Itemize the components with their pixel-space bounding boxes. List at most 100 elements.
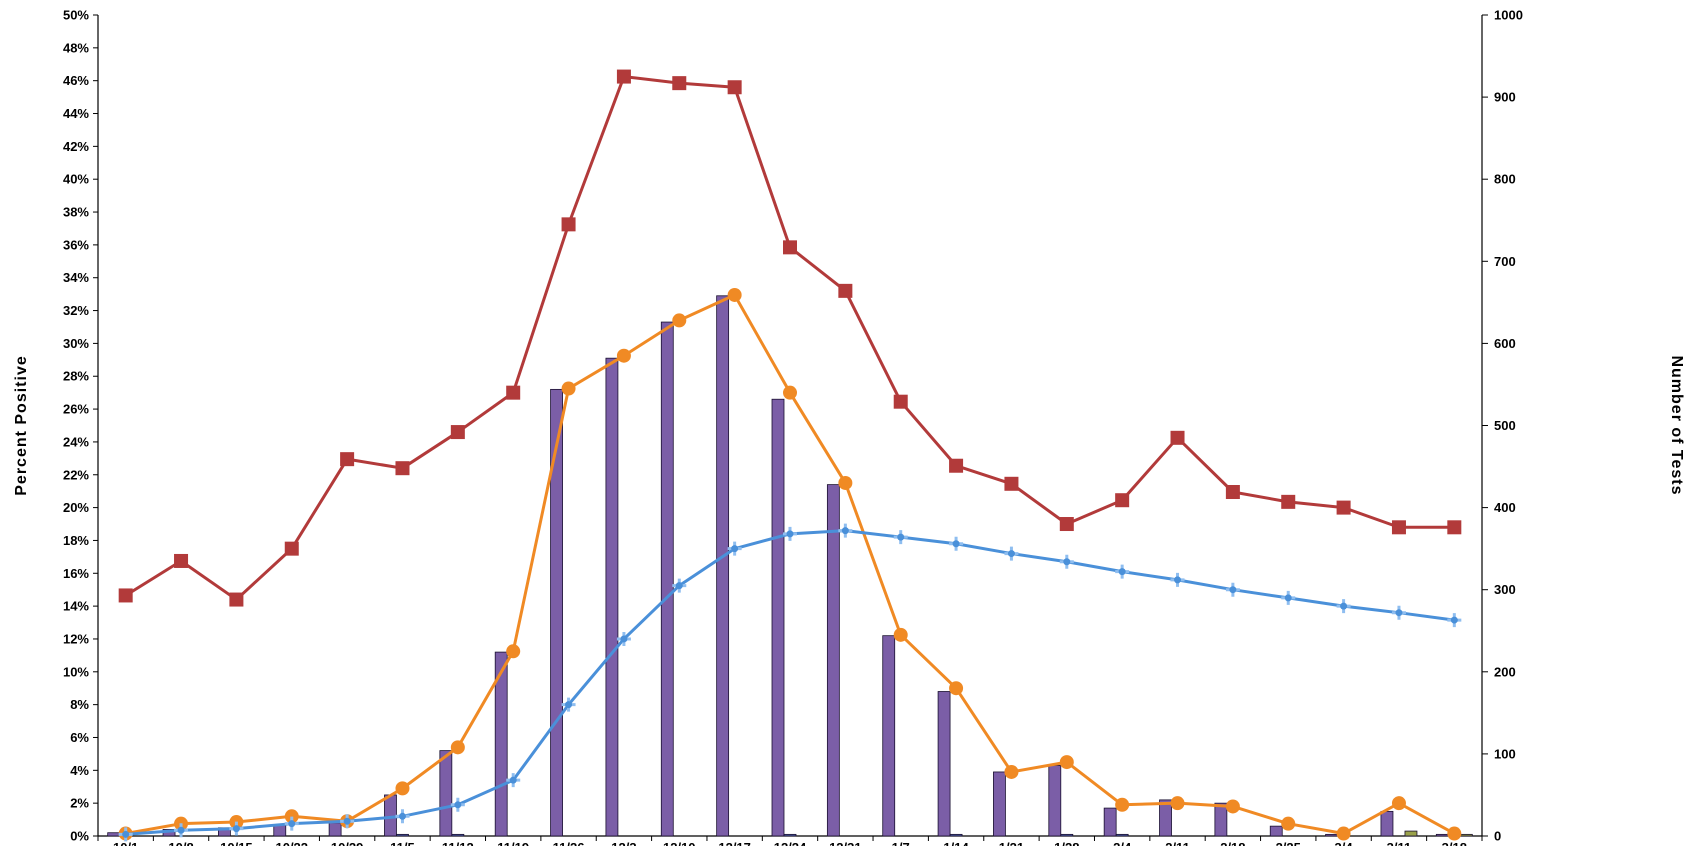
- bar: [882, 635, 896, 837]
- series-point: [1284, 594, 1292, 602]
- series-point: [1450, 616, 1458, 624]
- y2-tick-label: 1000: [1494, 8, 1523, 23]
- y-tick-label: 30%: [63, 336, 89, 351]
- x-tick-label: 3/18: [1442, 840, 1467, 846]
- series-point: [174, 553, 189, 568]
- y-tick-label: 18%: [63, 533, 89, 548]
- y2-tick-label: 400: [1494, 500, 1516, 515]
- series-point: [1391, 520, 1406, 535]
- y2-tick-label: 800: [1494, 172, 1516, 187]
- y-tick-label: 36%: [63, 237, 89, 252]
- x-tick-label: 2/11: [1165, 840, 1190, 846]
- series-point: [1447, 520, 1462, 535]
- y-tick-label: 8%: [70, 697, 89, 712]
- bar: [1060, 833, 1074, 837]
- x-tick-label: 12/31: [829, 840, 862, 846]
- series-point: [561, 217, 576, 232]
- y2-axis-title: Number of Tests: [1668, 355, 1685, 495]
- x-tick-label: 1/14: [943, 840, 969, 846]
- series-point: [177, 826, 185, 834]
- y-tick-label: 48%: [63, 40, 89, 55]
- series-point: [786, 530, 794, 538]
- series-point: [783, 240, 797, 255]
- bar: [439, 750, 453, 837]
- series-point: [1170, 430, 1185, 445]
- series-point: [783, 385, 797, 400]
- x-tick-label: 10/15: [220, 840, 253, 846]
- series-point: [288, 820, 296, 828]
- series-point: [727, 80, 742, 95]
- y2-tick-label: 700: [1494, 254, 1516, 269]
- series-point: [1115, 493, 1130, 508]
- bar: [384, 794, 397, 837]
- y-tick-label: 12%: [63, 631, 89, 646]
- x-tick-label: 2/18: [1220, 840, 1245, 846]
- bar: [1325, 833, 1338, 837]
- series-point: [450, 740, 465, 755]
- series-point: [284, 809, 299, 824]
- series-point: [509, 776, 517, 784]
- series-point: [1004, 476, 1019, 491]
- series-point: [731, 545, 739, 553]
- series-point: [838, 283, 853, 298]
- x-tick-label: 2/4: [1113, 840, 1132, 846]
- series-point: [675, 582, 683, 590]
- series-point: [454, 801, 462, 809]
- y2-tick-label: 300: [1494, 582, 1516, 597]
- bar: [1435, 833, 1449, 837]
- y-tick-label: 26%: [63, 402, 89, 417]
- bar: [1459, 833, 1473, 837]
- series-point: [395, 781, 410, 796]
- series-point: [284, 541, 299, 556]
- x-tick-label: 10/29: [331, 840, 364, 846]
- y-tick-label: 32%: [63, 303, 89, 318]
- bar: [494, 651, 508, 837]
- bar: [605, 357, 619, 837]
- y2-tick-label: 200: [1494, 664, 1516, 679]
- bar: [993, 771, 1006, 837]
- series-point: [1225, 485, 1240, 500]
- series-point: [1336, 500, 1351, 515]
- x-tick-label: 3/4: [1335, 840, 1354, 846]
- series-point: [949, 458, 964, 473]
- series-point: [616, 69, 631, 84]
- y-tick-label: 22%: [63, 467, 89, 482]
- bar: [451, 833, 465, 837]
- y-tick-label: 40%: [63, 172, 89, 187]
- x-tick-label: 12/3: [611, 840, 636, 846]
- y2-tick-label: 100: [1494, 746, 1516, 761]
- y2-tick-label: 500: [1494, 418, 1516, 433]
- series-point: [1229, 586, 1237, 594]
- series-point: [1115, 797, 1130, 812]
- series-line: [125, 529, 1455, 836]
- series-point: [1004, 764, 1019, 779]
- series-point: [1340, 602, 1348, 610]
- bar: [1159, 799, 1172, 837]
- y-tick-label: 44%: [63, 106, 89, 121]
- bar: [949, 833, 963, 837]
- x-tick-label: 2/25: [1276, 840, 1301, 846]
- series-point: [838, 475, 853, 490]
- bar: [107, 832, 121, 837]
- bar: [771, 398, 785, 837]
- bar: [660, 321, 674, 837]
- x-tick-label: 10/22: [275, 840, 308, 846]
- bar: [396, 833, 409, 837]
- series-point: [340, 452, 355, 467]
- bar: [826, 484, 840, 837]
- x-tick-label: 12/10: [663, 840, 696, 846]
- series-point: [506, 644, 521, 659]
- series-point: [1174, 576, 1182, 584]
- y-tick-label: 4%: [70, 763, 89, 778]
- y2-tick-label: 0: [1494, 829, 1501, 844]
- bar: [783, 833, 797, 837]
- bar: [1380, 810, 1394, 837]
- series-line: [125, 293, 1456, 836]
- bar: [1103, 807, 1117, 837]
- series-point: [949, 681, 964, 696]
- x-tick-label: 11/12: [442, 840, 474, 846]
- bar: [1214, 802, 1228, 837]
- bar: [1048, 764, 1062, 837]
- series-point: [1225, 799, 1240, 814]
